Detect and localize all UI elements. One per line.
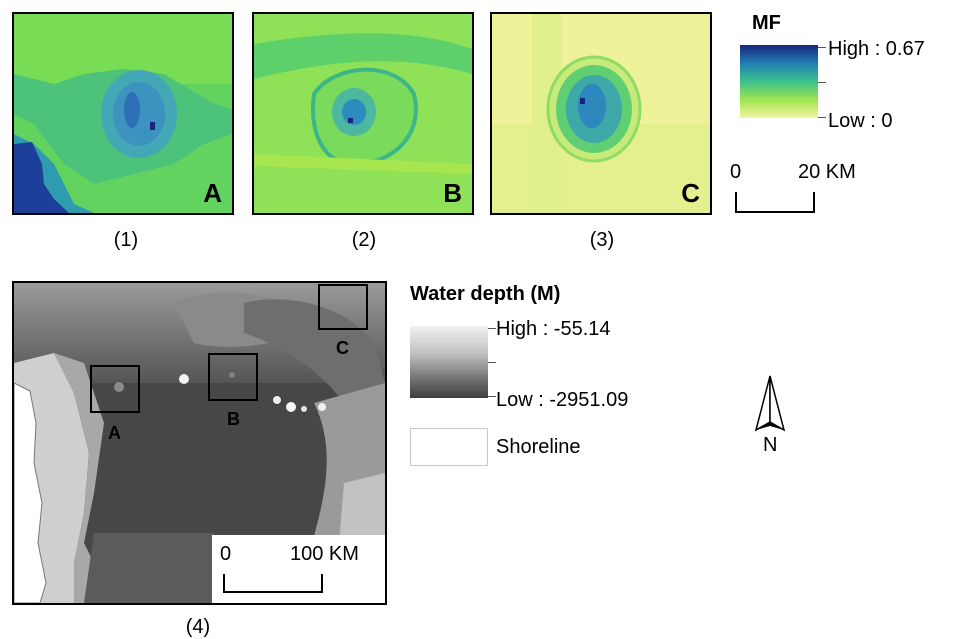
mf-raster-a bbox=[14, 14, 232, 213]
depth-low-label: Low : -2951.09 bbox=[496, 389, 629, 411]
mf-ramp-tick-mid bbox=[818, 82, 826, 83]
north-label: N bbox=[763, 434, 778, 456]
depth-box-label-a: A bbox=[108, 423, 121, 443]
mf-scale-start: 0 bbox=[730, 161, 742, 183]
panel-caption-1: (1) bbox=[113, 229, 139, 251]
depth-box-a bbox=[90, 365, 140, 413]
panel-caption-2: (2) bbox=[351, 229, 377, 251]
mf-panel-c: C bbox=[490, 12, 712, 215]
depth-scale-bar bbox=[223, 574, 323, 593]
mf-legend-title: MF bbox=[752, 12, 781, 34]
depth-box-c bbox=[318, 284, 368, 330]
depth-box-b bbox=[208, 353, 258, 401]
depth-map-caption: (4) bbox=[185, 616, 211, 638]
mf-raster-c bbox=[492, 14, 710, 213]
mf-ramp-tick-high bbox=[818, 47, 826, 48]
depth-ramp-tick-high bbox=[488, 328, 496, 329]
panel-letter-c: C bbox=[681, 178, 700, 208]
panel-letter-a: A bbox=[203, 178, 222, 208]
mf-panel-a: A bbox=[12, 12, 234, 215]
mf-raster-b bbox=[254, 14, 472, 213]
water-depth-map: A B C 0 100 KM bbox=[12, 281, 387, 605]
mf-low-label: Low : 0 bbox=[828, 110, 893, 132]
depth-box-label-c: C bbox=[336, 338, 349, 358]
mf-ramp-tick-low bbox=[818, 117, 826, 118]
depth-color-ramp bbox=[410, 326, 488, 398]
mf-high-label: High : 0.67 bbox=[828, 38, 925, 60]
depth-high-label: High : -55.14 bbox=[496, 318, 611, 340]
depth-scale-start: 0 bbox=[220, 543, 232, 565]
mf-panel-b: B bbox=[252, 12, 474, 215]
depth-ramp-tick-low bbox=[488, 396, 496, 397]
north-arrow-icon bbox=[754, 375, 786, 432]
depth-ramp-tick-mid bbox=[488, 362, 496, 363]
depth-scale-end: 100 KM bbox=[290, 543, 359, 565]
mf-color-ramp bbox=[740, 45, 818, 118]
panel-caption-3: (3) bbox=[589, 229, 615, 251]
mf-scale-end: 20 KM bbox=[798, 161, 856, 183]
shoreline-swatch bbox=[410, 428, 488, 466]
shoreline-label: Shoreline bbox=[496, 436, 581, 458]
depth-box-label-b: B bbox=[227, 409, 240, 429]
mf-scale-bar bbox=[735, 192, 815, 213]
depth-legend-title: Water depth (M) bbox=[410, 283, 561, 305]
panel-letter-b: B bbox=[443, 178, 462, 208]
